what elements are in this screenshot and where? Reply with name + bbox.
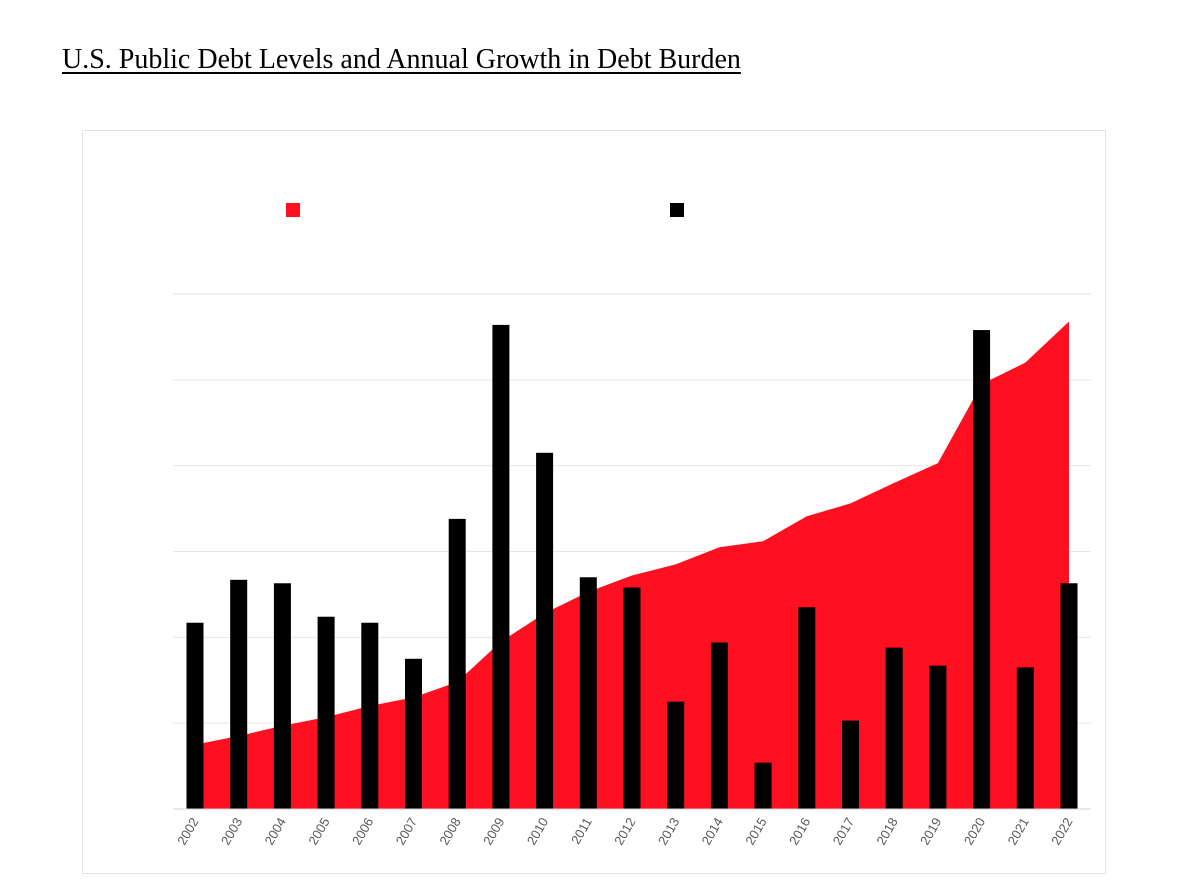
growth-bar-2007 bbox=[405, 658, 422, 809]
growth-bar-2016 bbox=[798, 607, 816, 809]
growth-bar-2017 bbox=[842, 720, 859, 809]
x-tick-label-2010: 2010 bbox=[524, 815, 551, 848]
chart-frame: 2002 2003 2004 2005 2006 2007 2008 2009 2010 2011… bbox=[82, 130, 1106, 874]
growth-bar-2003 bbox=[230, 579, 248, 809]
legend-marker-debt-level bbox=[286, 203, 300, 217]
growth-bar-2009 bbox=[492, 324, 510, 809]
x-tick-label-2013: 2013 bbox=[655, 815, 682, 848]
x-tick-label-2003: 2003 bbox=[218, 815, 245, 848]
x-tick-label-2006: 2006 bbox=[349, 815, 376, 848]
x-tick-label-2011: 2011 bbox=[568, 815, 595, 847]
legend-marker-annual-growth bbox=[670, 203, 684, 217]
x-tick-label-2009: 2009 bbox=[480, 815, 507, 848]
x-tick-label-2021: 2021 bbox=[1004, 815, 1031, 848]
growth-bar-2019 bbox=[929, 665, 947, 809]
x-tick-label-2007: 2007 bbox=[393, 815, 420, 848]
growth-bar-2014 bbox=[710, 642, 728, 809]
x-tick-label-2019: 2019 bbox=[917, 815, 944, 848]
x-tick-label-2002: 2002 bbox=[174, 815, 201, 848]
debt-chart: 2002 2003 2004 2005 2006 2007 2008 2009 2010 2011… bbox=[173, 203, 1091, 848]
x-tick-label-2014: 2014 bbox=[699, 815, 726, 848]
growth-bar-2002 bbox=[186, 622, 204, 809]
growth-bar-2008 bbox=[448, 518, 466, 809]
growth-bar-2012 bbox=[623, 587, 641, 809]
x-tick-label-2005: 2005 bbox=[305, 815, 332, 848]
growth-bar-2010 bbox=[536, 452, 554, 809]
growth-bar-2004 bbox=[273, 583, 291, 809]
debt-level-area bbox=[195, 321, 1069, 809]
growth-bar-2022 bbox=[1060, 583, 1078, 809]
growth-bar-2015 bbox=[754, 762, 772, 809]
growth-bar-2018 bbox=[885, 647, 903, 809]
x-tick-label-2022: 2022 bbox=[1048, 815, 1075, 848]
growth-bar-2020 bbox=[973, 330, 991, 809]
x-tick-label-2015: 2015 bbox=[742, 815, 769, 848]
growth-bar-2006 bbox=[361, 622, 379, 809]
x-tick-label-2017: 2017 bbox=[830, 815, 857, 848]
x-tick-label-2016: 2016 bbox=[786, 815, 813, 848]
x-tick-label-2018: 2018 bbox=[873, 815, 900, 848]
growth-bar-2011 bbox=[579, 577, 597, 809]
x-tick-label-2020: 2020 bbox=[961, 815, 988, 848]
page-title: U.S. Public Debt Levels and Annual Growt… bbox=[62, 44, 741, 75]
growth-bar-2021 bbox=[1016, 667, 1034, 809]
growth-bar-2013 bbox=[667, 701, 685, 809]
x-tick-label-2008: 2008 bbox=[436, 815, 463, 848]
growth-bar-2005 bbox=[317, 616, 335, 809]
x-tick-label-2012: 2012 bbox=[611, 815, 638, 848]
x-tick-label-2004: 2004 bbox=[262, 815, 289, 848]
